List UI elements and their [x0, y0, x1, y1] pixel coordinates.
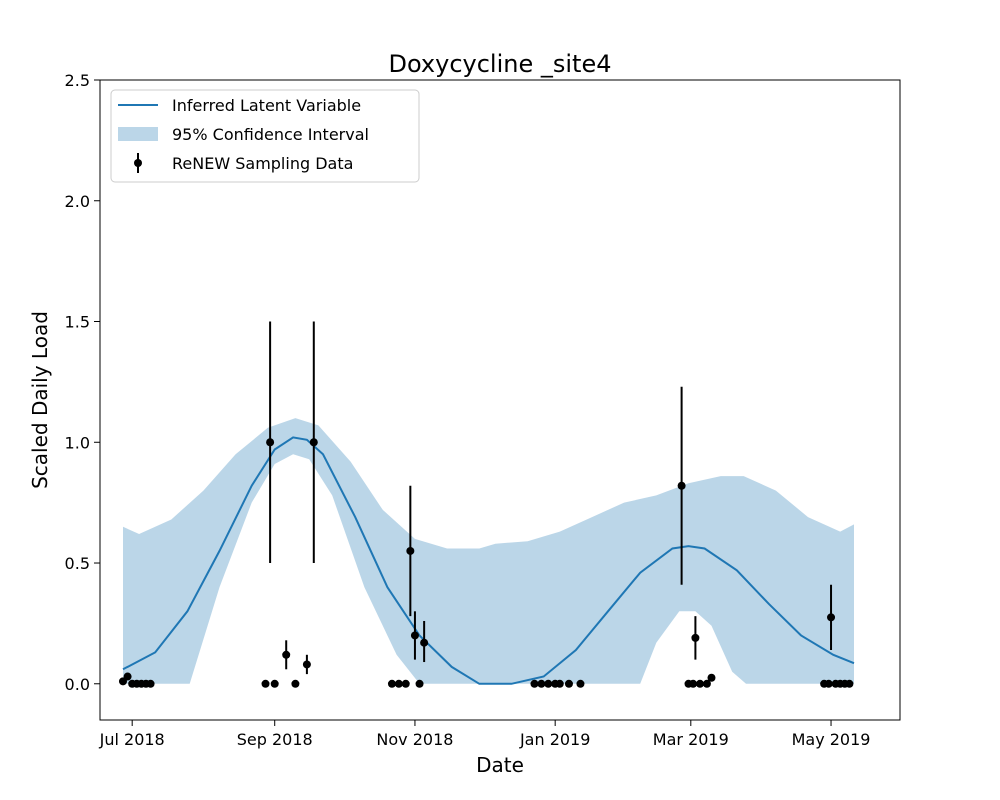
legend-label-sampling: ReNEW Sampling Data [172, 154, 353, 173]
latent-variable-line [122, 436, 855, 685]
sample-point [564, 679, 573, 688]
sample-point [406, 546, 415, 555]
x-tick-label: Jul 2018 [99, 730, 165, 749]
legend: Inferred Latent Variable 95% Confidence … [110, 89, 420, 183]
x-tick-label: May 2019 [792, 730, 871, 749]
sample-point [266, 438, 275, 447]
legend-label-ci: 95% Confidence Interval [172, 125, 369, 144]
legend-label-latent: Inferred Latent Variable [172, 96, 361, 115]
sample-point [707, 673, 716, 682]
sample-point [537, 679, 546, 688]
sample-point [689, 679, 698, 688]
y-tick-label: 1.0 [65, 433, 90, 452]
sample-point [824, 679, 833, 688]
x-tick-label: Mar 2019 [653, 730, 729, 749]
y-tick-label: 2.0 [65, 192, 90, 211]
sample-point [677, 481, 686, 490]
confidence-band [123, 418, 854, 684]
sample-point [555, 679, 564, 688]
sample-point [845, 679, 854, 688]
sample-point [291, 679, 300, 688]
legend-marker-swatch [134, 159, 142, 167]
x-tick-label: Nov 2018 [376, 730, 453, 749]
x-tick-label: Jan 2019 [519, 730, 590, 749]
sample-point [530, 679, 539, 688]
y-tick-label: 0.0 [65, 675, 90, 694]
sample-point [576, 679, 585, 688]
sample-point [146, 679, 155, 688]
x-axis-title: Date [476, 753, 524, 777]
chart-title: Doxycycline _site4 [389, 50, 612, 78]
sample-point [309, 438, 318, 447]
sample-point [691, 633, 700, 642]
sample-point [827, 613, 836, 622]
sample-point [394, 679, 403, 688]
y-axis-title: Scaled Daily Load [28, 311, 52, 489]
sample-point [387, 679, 396, 688]
sample-point [302, 660, 311, 669]
sample-point [420, 638, 429, 647]
sample-point [401, 679, 410, 688]
axis-ticks: 0.0 0.5 1.0 1.5 2.0 2.5 Jul 2018 Sep 2018 Nov 20… [65, 71, 871, 749]
sample-point [270, 679, 279, 688]
sample-point [415, 679, 424, 688]
sample-point [282, 650, 291, 659]
sample-point [410, 631, 419, 640]
sample-point [702, 679, 711, 688]
sample-point [261, 679, 270, 688]
sample-point [544, 679, 553, 688]
plot-layer [118, 321, 855, 688]
plot-frame [99, 79, 901, 721]
sample-point [123, 672, 132, 681]
y-tick-label: 0.5 [65, 554, 90, 573]
y-tick-label: 1.5 [65, 313, 90, 332]
legend-box [110, 89, 420, 183]
legend-band-swatch [118, 127, 158, 141]
sample-point [696, 679, 704, 688]
y-tick-label: 2.5 [65, 71, 90, 90]
x-tick-label: Sep 2018 [237, 730, 313, 749]
